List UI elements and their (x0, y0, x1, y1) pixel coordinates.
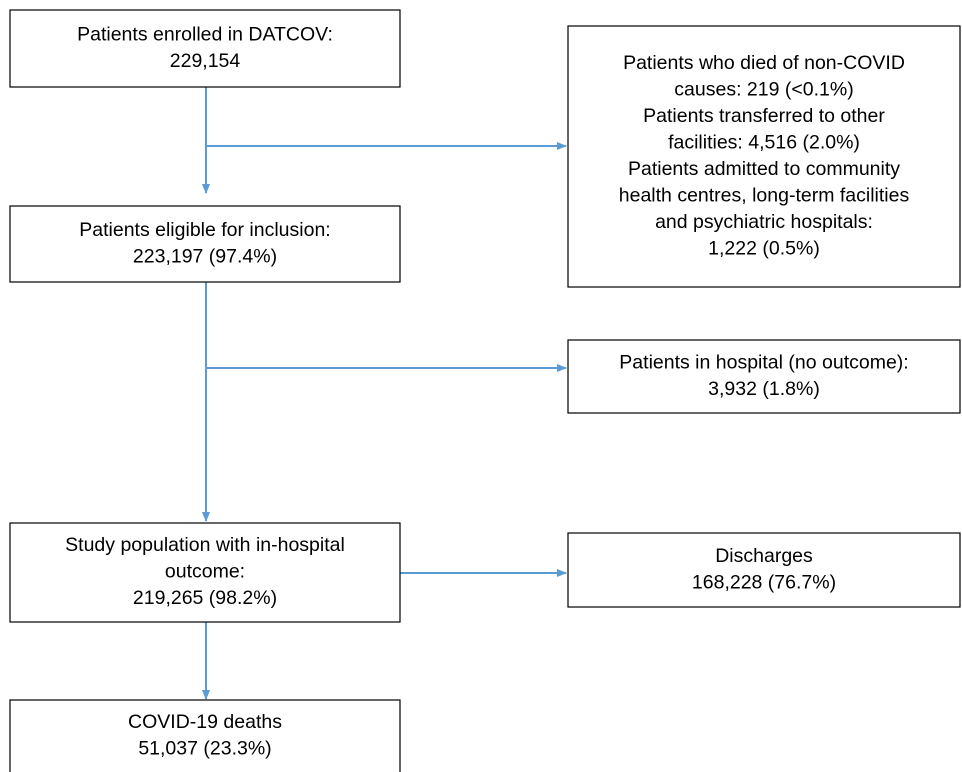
node-text: 219,265 (98.2%) (133, 587, 277, 609)
node-text: Patients transferred to other (643, 105, 885, 127)
node-text: health centres, long-term facilities (619, 184, 910, 206)
node-text: 168,228 (76.7%) (692, 571, 836, 593)
node-text: 1,222 (0.5%) (708, 237, 820, 259)
node-text: Patients eligible for inclusion: (79, 219, 330, 241)
node-text: 229,154 (170, 50, 241, 72)
node-text: Patients enrolled in DATCOV: (77, 23, 333, 45)
node-text: causes: 219 (<0.1%) (674, 78, 853, 100)
node-text: 51,037 (23.3%) (138, 737, 271, 759)
node-text: Discharges (715, 545, 813, 567)
node-box (567, 339, 961, 414)
node-text: 3,932 (1.8%) (708, 378, 820, 400)
node-box (9, 522, 401, 623)
node-box (567, 532, 961, 608)
node-box (567, 25, 961, 288)
node-box (9, 9, 401, 88)
node-text: and psychiatric hospitals: (655, 211, 873, 233)
node-text: outcome: (165, 561, 245, 583)
node-text: Patients who died of non-COVID (623, 52, 905, 74)
node-box (9, 205, 401, 283)
node-text: Patients in hospital (no outcome): (619, 351, 908, 373)
node-text: Study population with in-hospital (65, 534, 345, 556)
node-text: Patients admitted to community (628, 158, 900, 180)
node-box (9, 699, 401, 772)
node-text: COVID-19 deaths (128, 711, 282, 733)
node-text: facilities: 4,516 (2.0%) (668, 131, 860, 153)
node-text: 223,197 (97.4%) (133, 245, 277, 267)
connectors (202, 87, 567, 700)
